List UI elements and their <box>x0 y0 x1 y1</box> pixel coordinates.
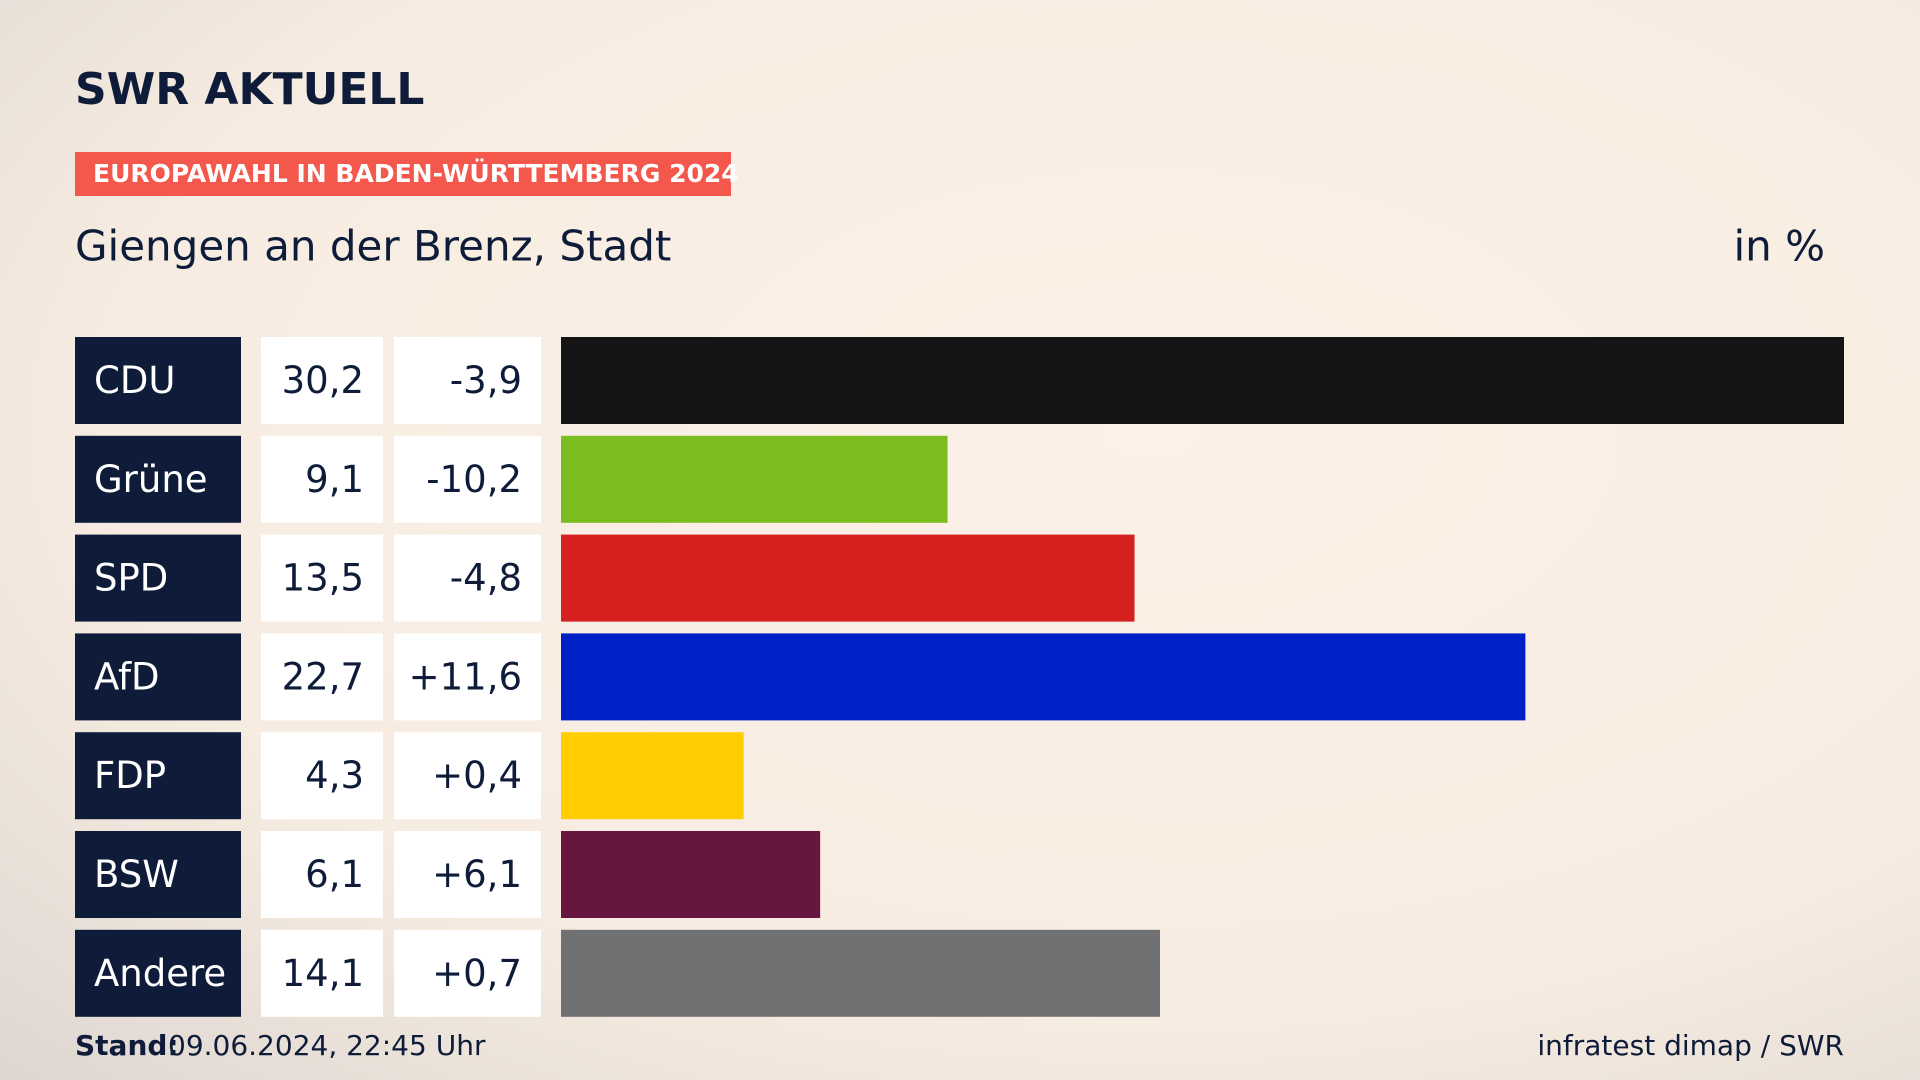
value-label: 30,2 <box>282 359 364 402</box>
party-label: BSW <box>94 853 179 896</box>
bar <box>561 929 1161 1017</box>
change-box <box>394 633 541 721</box>
value-box <box>261 337 383 424</box>
unit: in % <box>1733 222 1825 271</box>
party-box <box>75 929 241 1017</box>
value-label: 13,5 <box>282 557 364 600</box>
change-box <box>394 732 541 820</box>
change-label: -3,9 <box>450 359 522 402</box>
party-box <box>75 435 241 523</box>
change-box <box>394 534 541 622</box>
bar <box>561 534 1135 622</box>
change-label: +11,6 <box>409 655 522 698</box>
change-box <box>394 337 541 424</box>
party-label: SPD <box>94 557 168 600</box>
value-label: 6,1 <box>305 853 364 896</box>
value-box <box>261 534 383 622</box>
logo: SWR AKTUELL <box>75 64 424 115</box>
stand: 09.06.2024, 22:45 Uhr <box>168 1029 486 1062</box>
change-label: +0,7 <box>432 952 522 995</box>
party-box <box>75 732 241 820</box>
party-label: CDU <box>94 359 175 402</box>
value-box <box>261 929 383 1017</box>
party-label: FDP <box>94 754 166 797</box>
bar <box>561 633 1526 721</box>
change-box <box>394 435 541 523</box>
party-box <box>75 633 241 721</box>
change-label: -10,2 <box>426 458 522 501</box>
change-box <box>394 929 541 1017</box>
party-label: Grüne <box>94 458 208 501</box>
party-label: AfD <box>94 655 160 698</box>
source: infratest dimap / SWR <box>1537 1029 1844 1062</box>
badge-bg <box>75 152 731 196</box>
value-label: 4,3 <box>305 754 364 797</box>
value-box <box>261 633 383 721</box>
party-box <box>75 534 241 622</box>
badge: EUROPAWAHL IN BADEN-WÜRTTEMBERG 2024 <box>93 158 739 188</box>
change-box <box>394 831 541 918</box>
party-box <box>75 831 241 918</box>
value-box <box>261 831 383 918</box>
change-label: +0,4 <box>432 754 522 797</box>
stand-label: Stand: <box>75 1029 179 1062</box>
value-box <box>261 435 383 523</box>
party-box <box>75 337 241 424</box>
value-label: 22,7 <box>282 655 364 698</box>
bar <box>561 435 948 523</box>
change-label: -4,8 <box>450 557 522 600</box>
bar <box>561 337 1844 424</box>
value-label: 14,1 <box>282 952 364 995</box>
value-box <box>261 732 383 820</box>
bar <box>561 831 821 918</box>
change-label: +6,1 <box>432 853 522 896</box>
chart-title: Giengen an der Brenz, Stadt <box>75 222 671 271</box>
value-label: 9,1 <box>305 458 364 501</box>
party-label: Andere <box>94 952 226 995</box>
bar <box>561 732 744 820</box>
